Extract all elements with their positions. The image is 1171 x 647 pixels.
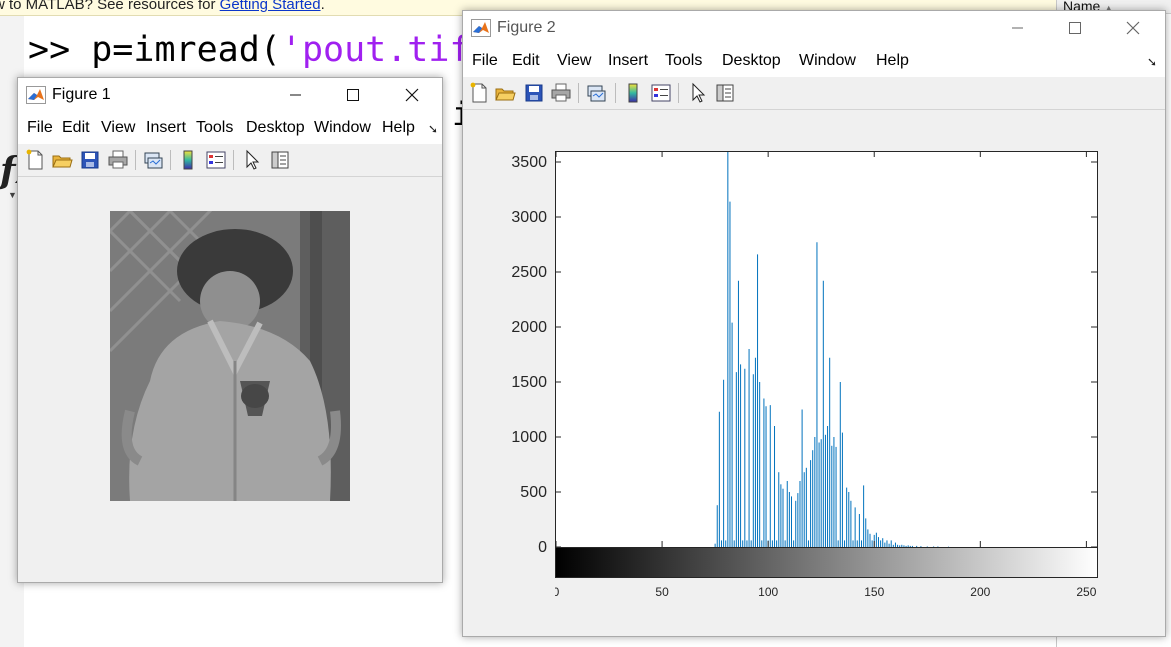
menu-tools[interactable]: Tools <box>665 52 703 69</box>
menu-file[interactable]: File <box>472 52 498 69</box>
intensity-colorbar <box>555 547 1098 578</box>
x-tick-label: 0 <box>555 585 560 599</box>
figure-1-window[interactable]: Figure 1 File Edit View Insert Tools Des… <box>17 77 443 583</box>
menu-view[interactable]: View <box>557 52 592 69</box>
menu-view[interactable]: View <box>101 119 136 136</box>
menu-tools[interactable]: Tools <box>196 119 234 136</box>
matlab-logo-icon <box>471 19 491 37</box>
toolbar-separator <box>578 83 579 103</box>
minimize-icon <box>1012 27 1023 29</box>
histogram-axes[interactable]: 0 50 100 150 200 250 <box>555 151 1100 611</box>
figure-1-toolbar <box>18 144 442 177</box>
figure-2-title: Figure 2 <box>497 19 556 36</box>
toolbar-separator <box>233 150 234 170</box>
link-plot-icon[interactable] <box>584 81 608 105</box>
save-icon[interactable] <box>522 81 546 105</box>
property-inspector-icon[interactable] <box>713 81 737 105</box>
workspace-name-label: Name <box>1063 0 1101 14</box>
print-icon[interactable] <box>549 81 573 105</box>
pointer-icon[interactable] <box>240 148 264 172</box>
plot-area <box>555 151 1098 548</box>
save-icon[interactable] <box>78 148 102 172</box>
dock-figure-icon[interactable]: ➘ <box>1147 55 1158 69</box>
y-tick-label: 2000 <box>511 319 547 336</box>
colorbar-icon[interactable] <box>176 148 200 172</box>
prompt: >> <box>28 30 71 70</box>
new-figure-icon[interactable] <box>23 148 47 172</box>
menu-insert[interactable]: Insert <box>146 119 187 136</box>
menu-edit[interactable]: Edit <box>512 52 540 69</box>
menu-help[interactable]: Help <box>382 119 415 136</box>
maximize-icon <box>347 89 359 101</box>
close-button[interactable] <box>389 78 435 112</box>
intro-end: . <box>320 0 325 13</box>
close-icon <box>405 88 419 102</box>
close-icon <box>1126 21 1140 35</box>
y-tick-label: 1000 <box>511 429 547 446</box>
menu-desktop[interactable]: Desktop <box>722 52 781 69</box>
y-tick-label: 0 <box>538 539 547 556</box>
open-file-icon[interactable] <box>50 148 74 172</box>
dock-figure-icon[interactable]: ➘ <box>428 122 439 136</box>
legend-icon[interactable] <box>204 148 228 172</box>
x-tick-label: 100 <box>758 585 778 599</box>
maximize-icon <box>1069 22 1081 34</box>
x-tick-label: 250 <box>1076 585 1096 599</box>
toolbar-separator <box>135 150 136 170</box>
figure-2-toolbar <box>463 77 1165 110</box>
command-string: 'pout.tif' <box>280 30 492 70</box>
minimize-button[interactable] <box>994 11 1040 45</box>
menu-edit[interactable]: Edit <box>62 119 90 136</box>
figure-1-titlebar[interactable]: Figure 1 <box>18 78 442 112</box>
menu-help[interactable]: Help <box>876 52 909 69</box>
y-tick-label: 3500 <box>511 154 547 171</box>
sort-ascending-icon: ▲ <box>1104 3 1114 13</box>
x-tick-label: 200 <box>970 585 990 599</box>
displayed-image <box>110 211 350 501</box>
link-plot-icon[interactable] <box>141 148 165 172</box>
toolbar-separator <box>615 83 616 103</box>
property-inspector-icon[interactable] <box>268 148 292 172</box>
figure-2-titlebar[interactable]: Figure 2 <box>463 11 1165 45</box>
y-tick-label: 500 <box>520 484 547 501</box>
toolbar-separator <box>170 150 171 170</box>
open-file-icon[interactable] <box>493 81 517 105</box>
y-tick-label: 2500 <box>511 264 547 281</box>
figure-2-window[interactable]: Figure 2 File Edit View Insert Tools Des… <box>462 10 1166 637</box>
menu-insert[interactable]: Insert <box>608 52 649 69</box>
y-tick-label: 3000 <box>511 209 547 226</box>
figure-1-menubar: File Edit View Insert Tools Desktop Wind… <box>18 112 442 144</box>
command-line[interactable]: >> p=imread('pout.tif' <box>28 30 492 70</box>
intro-text: w to MATLAB? See resources for <box>0 0 220 13</box>
menu-file[interactable]: File <box>27 119 53 136</box>
figure-1-title: Figure 1 <box>52 86 111 103</box>
menu-window[interactable]: Window <box>314 119 371 136</box>
menu-window[interactable]: Window <box>799 52 856 69</box>
fx-dropdown-icon[interactable]: ▼ <box>8 190 17 200</box>
colorbar-icon[interactable] <box>621 81 645 105</box>
x-tick-label: 150 <box>864 585 884 599</box>
minimize-icon <box>290 94 301 96</box>
minimize-button[interactable] <box>272 78 318 112</box>
legend-icon[interactable] <box>649 81 673 105</box>
maximize-button[interactable] <box>330 78 376 112</box>
y-tick-label: 1500 <box>511 374 547 391</box>
new-figure-icon[interactable] <box>467 81 491 105</box>
matlab-logo-icon <box>26 86 46 104</box>
maximize-button[interactable] <box>1052 11 1098 45</box>
close-button[interactable] <box>1110 11 1156 45</box>
pointer-icon[interactable] <box>686 81 710 105</box>
command-code: p=imread( <box>70 30 281 70</box>
print-icon[interactable] <box>106 148 130 172</box>
figure-2-menubar: File Edit View Insert Tools Desktop Wind… <box>463 45 1165 77</box>
menu-desktop[interactable]: Desktop <box>246 119 305 136</box>
y-tick-labels: 0 500 1000 1500 2000 2500 3000 3500 <box>511 154 547 556</box>
toolbar-separator <box>678 83 679 103</box>
getting-started-link[interactable]: Getting Started <box>219 0 321 13</box>
x-tick-label: 50 <box>655 585 669 599</box>
